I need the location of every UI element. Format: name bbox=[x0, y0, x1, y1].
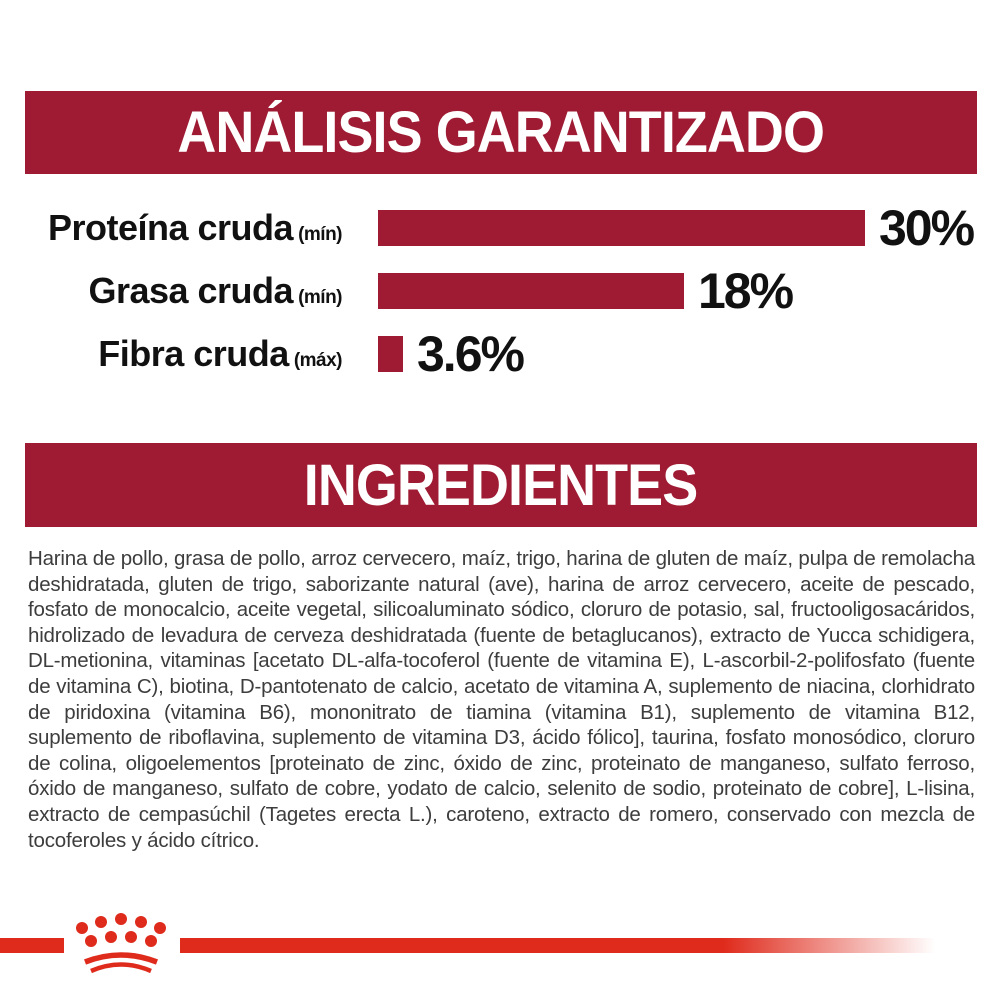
analysis-bar bbox=[378, 272, 684, 309]
label-qualifier: (mín) bbox=[298, 286, 342, 308]
footer-stripe-right bbox=[180, 938, 935, 953]
ingredients-title: INGREDIENTES bbox=[304, 452, 698, 518]
analysis-rows: Proteína cruda (mín) 30% Grasa cruda (mín)… bbox=[0, 196, 1000, 385]
analysis-row-fiber: Fibra cruda (máx) 3.6% bbox=[0, 322, 1000, 385]
footer-stripe-left bbox=[0, 938, 64, 953]
royal-canin-crown-icon bbox=[76, 913, 166, 974]
label-qualifier: (mín) bbox=[298, 223, 342, 245]
ingredients-text: Harina de pollo, grasa de pollo, arroz c… bbox=[28, 547, 975, 852]
analysis-row-label: Grasa cruda (mín) bbox=[0, 270, 342, 312]
label-text: Fibra cruda bbox=[98, 332, 289, 374]
analysis-row-protein: Proteína cruda (mín) 30% bbox=[0, 196, 1000, 259]
label-text: Grasa cruda bbox=[88, 269, 294, 311]
analysis-bar bbox=[378, 209, 865, 246]
analysis-title-banner: ANÁLISIS GARANTIZADO bbox=[25, 91, 977, 174]
analysis-row-fat: Grasa cruda (mín) 18% bbox=[0, 259, 1000, 322]
analysis-bar bbox=[378, 335, 403, 372]
analysis-row-label: Fibra cruda (máx) bbox=[0, 333, 342, 375]
ingredients-title-banner: INGREDIENTES bbox=[25, 443, 977, 527]
analysis-row-label: Proteína cruda (mín) bbox=[0, 206, 343, 249]
analysis-title: ANÁLISIS GARANTIZADO bbox=[177, 100, 826, 165]
analysis-value: 3.6% bbox=[417, 325, 525, 382]
label-text: Proteína cruda bbox=[47, 206, 294, 248]
label-qualifier: (máx) bbox=[293, 349, 343, 371]
analysis-value: 18% bbox=[698, 262, 794, 319]
analysis-value: 30% bbox=[879, 199, 975, 256]
